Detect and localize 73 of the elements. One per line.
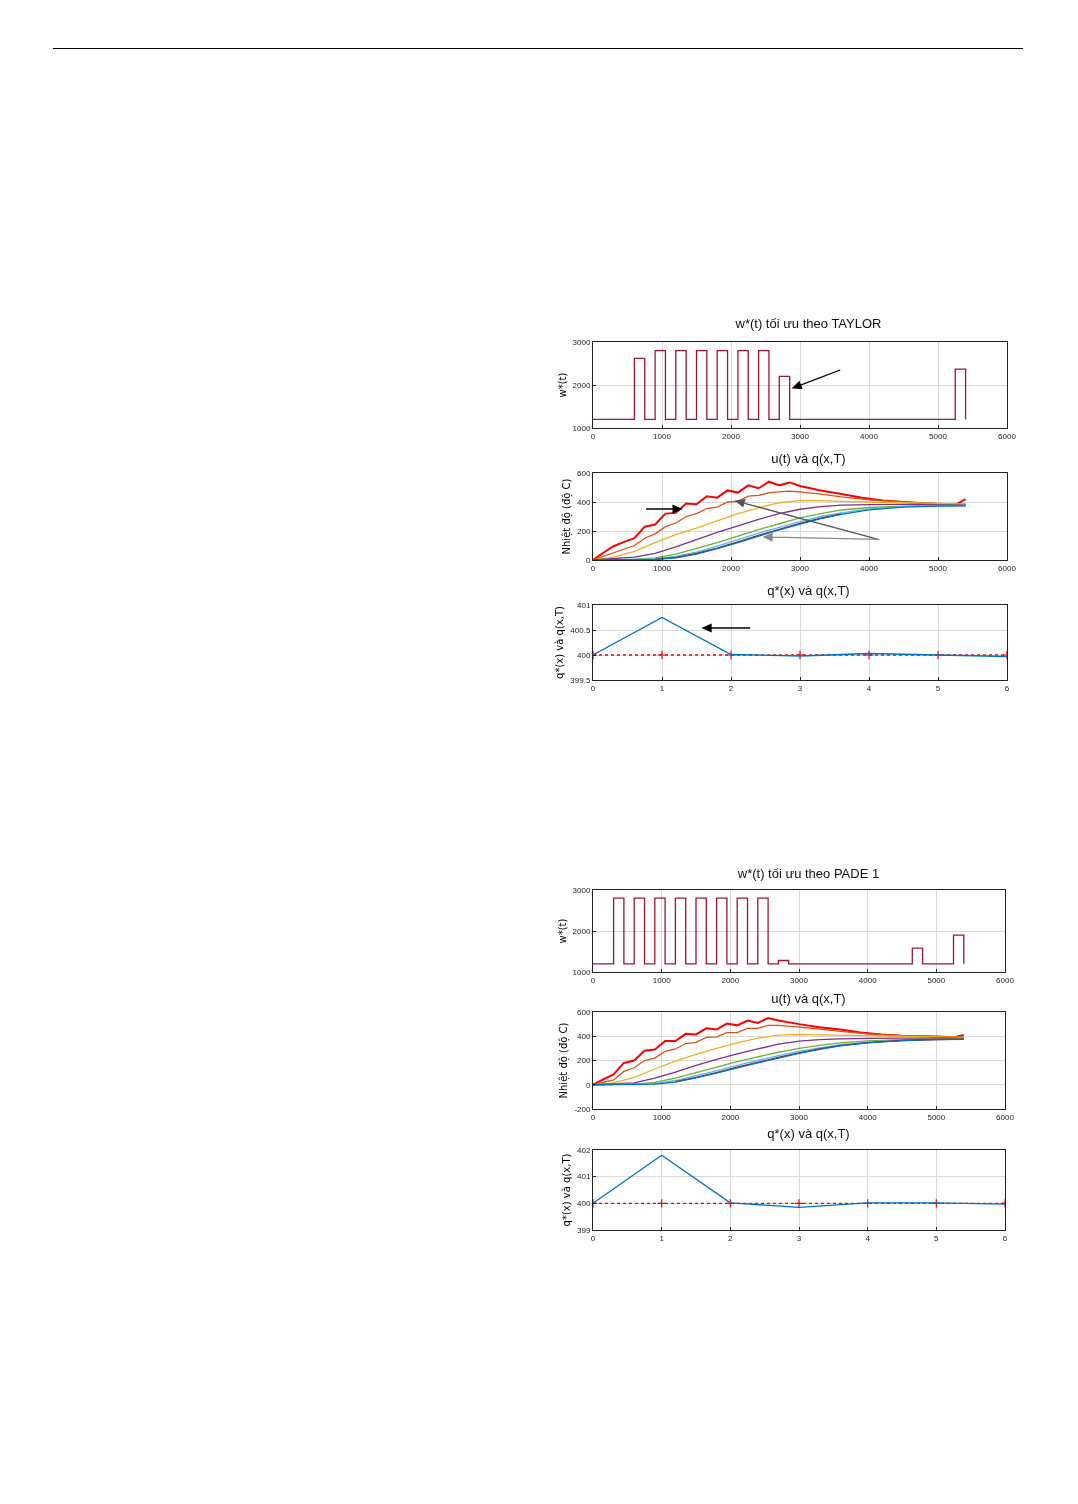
x-tick-label: 4000	[858, 975, 878, 985]
x-tick-label: 2000	[721, 975, 740, 985]
x-tick-label: 4000	[860, 431, 879, 441]
x-tick-label: 1000	[653, 431, 672, 441]
y-axis-title: q*(x) và q(x,T)	[554, 605, 566, 679]
y-tick-label: 400	[577, 497, 591, 507]
y-tick-label: 3000	[572, 885, 591, 895]
x-tick-label: 5	[935, 683, 941, 693]
y-tick-label: 3000	[572, 337, 591, 347]
x-tick-label: 5	[934, 1233, 940, 1243]
x-tick-label: 6000	[998, 563, 1017, 573]
y-tick-label: 200	[577, 526, 591, 536]
y-tick-label: 0	[585, 555, 591, 565]
line-series	[593, 1154, 1005, 1208]
x-tick-label: 3000	[791, 563, 810, 573]
y-tick-label: -200	[574, 1104, 591, 1114]
chart-title: q*(x) và q(x,T)	[767, 1126, 850, 1142]
y-tick-label: 1000	[572, 967, 591, 977]
y-tick-label: 0	[585, 1080, 591, 1090]
y-tick-label: 600	[577, 468, 591, 478]
x-tick-label: 6000	[996, 1112, 1015, 1122]
y-tick-label: 399	[577, 1225, 591, 1235]
x-tick-label: 4	[866, 683, 872, 693]
x-tick-label: 4	[865, 1233, 871, 1243]
x-tick-label: 3000	[791, 431, 810, 441]
y-tick-label: 600	[577, 1007, 591, 1017]
y-tick-label: 400	[577, 1199, 591, 1209]
chart-title: u(t) và q(x,T)	[771, 991, 846, 1007]
y-axis-title: Nhiệt độ (độ C)	[561, 478, 574, 555]
x-tick-label: 1	[659, 683, 665, 693]
x-tick-label: 4000	[858, 1112, 878, 1122]
x-tick-label: 2000	[722, 431, 741, 441]
line-series	[593, 616, 1007, 658]
x-tick-label: 4000	[860, 563, 879, 573]
chart-title: w*(t) tối ưu theo PADE 1	[736, 866, 880, 882]
x-tick-label: 6000	[998, 431, 1017, 441]
x-tick-label: 3	[796, 1233, 802, 1243]
x-tick-label: 5000	[927, 975, 946, 985]
x-tick-label: 5000	[929, 563, 948, 573]
x-tick-label: 6	[1004, 683, 1010, 693]
chart-title: u(t) và q(x,T)	[771, 451, 846, 467]
y-tick-label: 400.5	[570, 625, 591, 635]
x-tick-label: 6000	[996, 975, 1015, 985]
x-tick-label: 2000	[721, 1112, 740, 1122]
x-tick-label: 2	[728, 683, 734, 693]
x-tick-label: 1000	[653, 563, 672, 573]
x-tick-label: 5000	[929, 431, 948, 441]
y-tick-label: 200	[577, 1056, 591, 1066]
x-tick-label: 3000	[790, 975, 809, 985]
y-tick-label: 401	[577, 600, 591, 610]
y-tick-label: 401	[577, 1172, 591, 1182]
y-tick-label: 402	[577, 1145, 591, 1155]
x-tick-label: 3	[797, 683, 803, 693]
x-tick-label: 2000	[722, 563, 741, 573]
y-tick-label: 2000	[572, 926, 591, 936]
y-axis-title: q*(x) và q(x,T)	[561, 1153, 573, 1227]
chart-title: w*(t) tối ưu theo TAYLOR	[734, 316, 882, 332]
x-tick-label: 1000	[652, 1112, 672, 1122]
y-axis-title: Nhiệt độ (độ C)	[558, 1022, 571, 1099]
x-tick-label: 1	[659, 1233, 665, 1243]
y-axis-title: w*(t)	[556, 372, 568, 398]
y-tick-label: 400	[577, 650, 591, 660]
y-tick-label: 2000	[572, 380, 591, 390]
chart-title: q*(x) và q(x,T)	[767, 583, 850, 599]
y-tick-label: 399.5	[570, 675, 591, 685]
y-axis-title: w*(t)	[556, 918, 568, 944]
x-tick-label: 5000	[927, 1112, 946, 1122]
x-tick-label: 2	[728, 1233, 734, 1243]
y-tick-label: 400	[577, 1032, 591, 1042]
x-tick-label: 3000	[790, 1112, 809, 1122]
x-tick-label: 1000	[652, 975, 672, 985]
x-tick-label: 6	[1002, 1233, 1008, 1243]
y-tick-label: 1000	[572, 423, 591, 433]
